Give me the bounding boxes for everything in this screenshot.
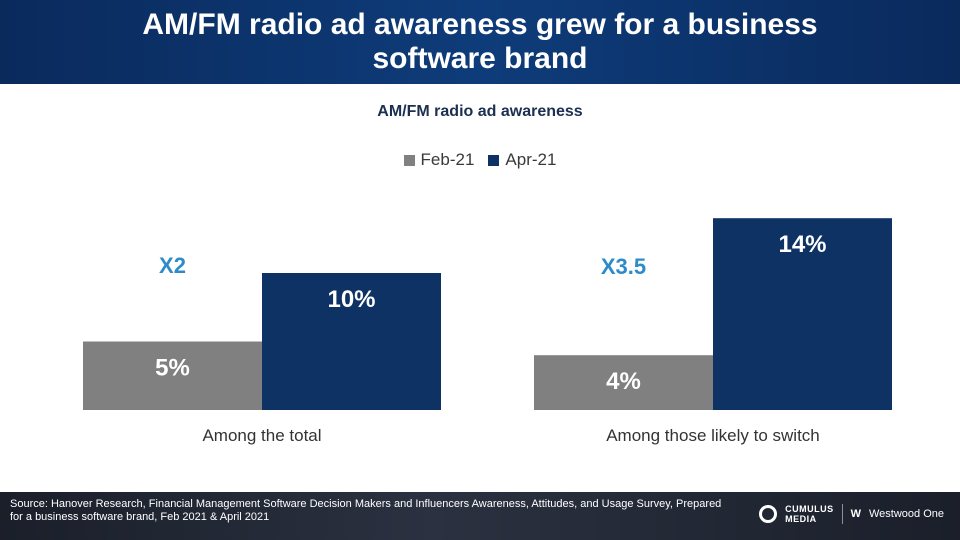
data-label-feb-21-1: 4%	[606, 368, 641, 395]
multiplier-label-1: X3.5	[601, 254, 646, 279]
cumulus-logo-text: CUMULUS MEDIA	[785, 504, 834, 524]
data-label-feb-21-0: 5%	[155, 355, 190, 382]
logo-divider	[841, 504, 843, 524]
legend-swatch-apr	[488, 154, 500, 166]
westwood-one-logo-icon: W	[850, 508, 861, 520]
legend-item-feb: Feb-21	[403, 150, 475, 170]
category-label-0: Among the total	[202, 426, 321, 445]
westwood-one-logo: Westwood One	[868, 508, 944, 520]
chart-title: AM/FM radio ad awareness	[377, 103, 583, 120]
data-label-apr-21-1: 14%	[778, 231, 826, 258]
legend-label-feb: Feb-21	[420, 150, 475, 169]
legend-label-apr: Apr-21	[505, 150, 557, 169]
legend-item-apr: Apr-21	[488, 150, 556, 170]
footer: Source: Hanover Research, Financial Mana…	[0, 492, 960, 540]
bar-apr-21-1	[713, 218, 892, 410]
multiplier-label-0: X2	[159, 253, 186, 278]
source-note: Source: Hanover Research, Financial Mana…	[10, 498, 722, 523]
bar-apr-21-0	[262, 273, 441, 410]
cumulus-logo-icon	[759, 505, 778, 523]
category-label-1: Among those likely to switch	[606, 426, 820, 445]
data-label-apr-21-0: 10%	[327, 286, 375, 313]
header-banner: AM/FM radio ad awareness grew for a busi…	[0, 0, 960, 84]
legend-swatch-feb	[403, 154, 415, 166]
chart-legend: Feb-21 Apr-21	[0, 150, 960, 170]
cumulus-logo-subword: MEDIA	[785, 514, 817, 524]
page-title: AM/FM radio ad awareness grew for a busi…	[142, 8, 818, 75]
bar-feb-21-0	[83, 341, 262, 410]
cumulus-logo-word: CUMULUS	[785, 504, 834, 514]
bar-feb-21-1	[534, 355, 713, 410]
logos: CUMULUS MEDIA W Westwood One	[759, 504, 944, 524]
